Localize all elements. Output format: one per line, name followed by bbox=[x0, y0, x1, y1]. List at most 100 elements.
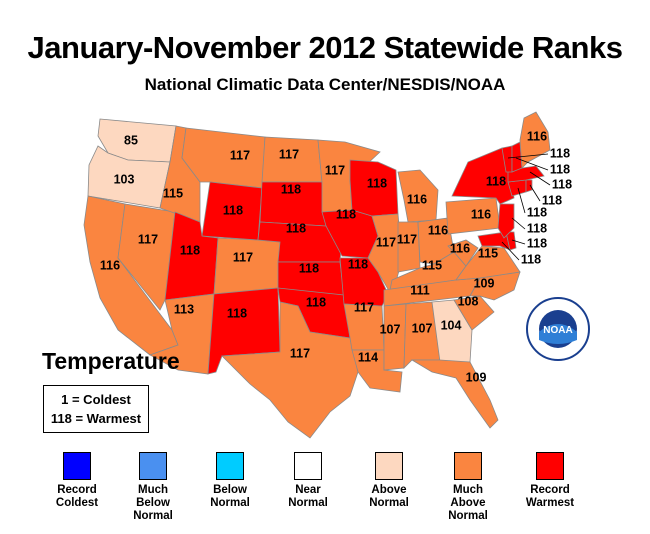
leader-line-vt bbox=[507, 153, 549, 159]
legend-label: Record Warmest bbox=[510, 484, 590, 510]
rank-label-ga: 104 bbox=[441, 318, 462, 332]
panel-title: Temperature bbox=[42, 348, 180, 374]
rank-label-nc: 109 bbox=[474, 276, 495, 290]
rank-label-wa: 85 bbox=[124, 133, 138, 147]
rank-label-mn: 117 bbox=[325, 163, 345, 177]
legend-label-line: Coldest bbox=[55, 497, 99, 509]
legend-label: Below Normal bbox=[190, 484, 270, 510]
rank-label-mt: 117 bbox=[230, 148, 250, 162]
state-fl bbox=[410, 359, 499, 429]
legend-label-line: Normal bbox=[133, 510, 173, 522]
leader-line-ri bbox=[529, 184, 541, 202]
legend-item-above: Above Normal bbox=[349, 452, 429, 510]
legend-label-line: Much bbox=[137, 484, 169, 496]
state-sc bbox=[453, 295, 495, 331]
state-de bbox=[505, 231, 517, 251]
legend-swatch bbox=[139, 452, 167, 480]
key-warmest: 118 = Warmest bbox=[50, 411, 142, 426]
rank-labels: 8510311611511711711811811311711811711811… bbox=[100, 129, 572, 384]
legend-swatch bbox=[216, 452, 244, 480]
legend-label-line: Below bbox=[213, 484, 247, 496]
legend-item-much-below: Much Below Normal bbox=[113, 452, 193, 523]
rank-label-ks: 118 bbox=[299, 261, 319, 275]
rank-label-ky: 115 bbox=[422, 258, 442, 272]
states-layer bbox=[83, 111, 551, 439]
map-subtitle: National Climatic Data Center/NESDIS/NOA… bbox=[144, 75, 506, 94]
legend-label-line: Below bbox=[136, 497, 170, 509]
legend-label: Above Normal bbox=[349, 484, 429, 510]
state-ms bbox=[383, 303, 407, 371]
state-co bbox=[213, 237, 281, 295]
leader-line-nh bbox=[515, 157, 549, 171]
rank-label-tx: 117 bbox=[290, 346, 310, 360]
legend-swatch bbox=[536, 452, 564, 480]
rank-label-me: 116 bbox=[527, 129, 547, 143]
rank-label-nd: 117 bbox=[279, 147, 299, 161]
state-ga bbox=[431, 299, 473, 363]
rank-label-or: 103 bbox=[114, 172, 135, 186]
rank-label-nv: 117 bbox=[138, 232, 158, 246]
rank-label-wv: 116 bbox=[450, 241, 470, 255]
rank-label-il: 117 bbox=[376, 235, 396, 249]
rank-label-sc: 108 bbox=[458, 294, 479, 308]
rank-label-ok: 118 bbox=[306, 295, 326, 309]
legend-swatch bbox=[294, 452, 322, 480]
legend-label-line: Warmest bbox=[525, 497, 575, 509]
rank-label-ut: 118 bbox=[180, 243, 200, 257]
rank-label-mi: 116 bbox=[407, 192, 427, 206]
rank-label-va: 115 bbox=[478, 246, 498, 260]
rank-label-ma: 118 bbox=[552, 177, 572, 191]
legend-label-line: Normal bbox=[448, 510, 488, 522]
legend-label: Much Below Normal bbox=[113, 484, 193, 523]
legend-item-much-above: Much Above Normal bbox=[428, 452, 508, 523]
rank-label-az: 113 bbox=[174, 302, 194, 316]
rank-label-md: 118 bbox=[521, 252, 541, 266]
legend-label-line: Much bbox=[452, 484, 484, 496]
rank-label-nm: 118 bbox=[227, 306, 247, 320]
rank-label-mo: 118 bbox=[348, 257, 368, 271]
state-in bbox=[397, 221, 421, 273]
state-nj bbox=[497, 203, 515, 239]
rank-label-id: 115 bbox=[163, 186, 183, 200]
rank-label-fl: 109 bbox=[466, 370, 487, 384]
rank-label-vt: 118 bbox=[550, 146, 570, 160]
legend-label-line: Normal bbox=[210, 497, 250, 509]
legend-item-below: Below Normal bbox=[190, 452, 270, 510]
rank-label-sd: 118 bbox=[281, 182, 301, 196]
rank-label-nj: 118 bbox=[527, 221, 547, 235]
rank-label-ri: 118 bbox=[542, 193, 562, 207]
rank-label-ia: 118 bbox=[336, 207, 356, 221]
legend-label-line: Normal bbox=[288, 497, 328, 509]
rank-label-wi: 118 bbox=[367, 176, 387, 190]
leader-line-nj bbox=[511, 217, 526, 230]
rank-label-wy: 118 bbox=[223, 203, 243, 217]
legend-swatch bbox=[454, 452, 482, 480]
legend-label: Much Above Normal bbox=[428, 484, 508, 523]
rank-label-ny: 118 bbox=[486, 174, 506, 188]
rank-key-box: 1 = Coldest 118 = Warmest bbox=[43, 385, 149, 433]
legend-label-line: Normal bbox=[369, 497, 409, 509]
rank-label-ar: 117 bbox=[354, 300, 374, 314]
state-ri bbox=[525, 179, 533, 193]
leader-line-md bbox=[501, 241, 520, 261]
leader-line-ct bbox=[517, 187, 526, 214]
rank-label-oh: 116 bbox=[428, 223, 448, 237]
legend-item-record-coldest: Record Coldest bbox=[37, 452, 117, 510]
rank-label-nh: 118 bbox=[550, 162, 570, 176]
rank-label-ne: 118 bbox=[286, 221, 306, 235]
rank-label-pa: 116 bbox=[471, 207, 491, 221]
legend-swatch bbox=[375, 452, 403, 480]
legend-label-line: Near bbox=[295, 484, 321, 496]
legend-label: Record Coldest bbox=[37, 484, 117, 510]
key-coldest: 1 = Coldest bbox=[61, 392, 131, 407]
rank-label-al: 107 bbox=[412, 321, 433, 335]
leader-line-de bbox=[511, 239, 526, 245]
state-wv bbox=[447, 239, 479, 267]
noaa-logo: NOAA bbox=[526, 297, 590, 361]
noaa-logo-text: NOAA bbox=[543, 325, 572, 336]
rank-label-de: 118 bbox=[527, 236, 547, 250]
rank-label-tn: 111 bbox=[410, 283, 430, 297]
legend-label-line: Above bbox=[371, 484, 407, 496]
legend-label-line: Above bbox=[450, 497, 486, 509]
